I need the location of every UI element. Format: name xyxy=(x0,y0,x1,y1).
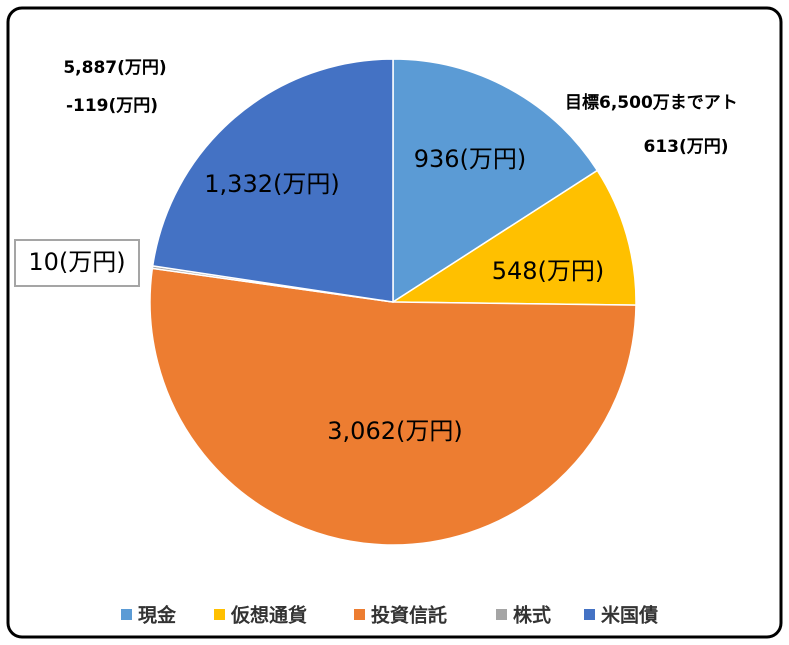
annotation: 目標6,500万までアト xyxy=(565,92,738,113)
legend-swatch xyxy=(496,609,507,620)
legend-swatch xyxy=(584,609,595,620)
data-label: 1,332(万円) xyxy=(204,170,339,198)
data-label: 10(万円) xyxy=(28,248,125,276)
data-label: 3,062(万円) xyxy=(327,417,462,445)
pie-slice xyxy=(392,58,599,304)
legend-label: 仮想通貨 xyxy=(230,604,307,627)
pie-slice xyxy=(390,169,637,306)
data-label: 936(万円) xyxy=(414,145,527,173)
legend-label: 米国債 xyxy=(601,604,658,627)
legend-label: 株式 xyxy=(513,604,551,627)
pie-slice xyxy=(151,58,394,303)
legend-swatch xyxy=(214,609,225,620)
annotation: 5,887(万円) xyxy=(63,58,166,78)
legend-label: 現金 xyxy=(138,604,177,627)
data-label: 548(万円) xyxy=(492,257,605,285)
legend-swatch xyxy=(121,609,132,620)
legend-label: 投資信託 xyxy=(371,604,447,627)
legend-swatch xyxy=(354,609,365,620)
pie-slice xyxy=(149,267,637,546)
annotation: 613(万円) xyxy=(643,137,728,157)
annotation: -119(万円) xyxy=(66,96,158,116)
label-box xyxy=(14,239,140,287)
